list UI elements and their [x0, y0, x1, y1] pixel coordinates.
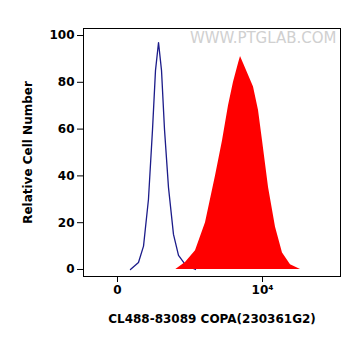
svg-text:40: 40: [58, 169, 75, 183]
svg-text:80: 80: [58, 75, 75, 89]
svg-text:Relative Cell Number: Relative Cell Number: [21, 81, 35, 224]
svg-text:0: 0: [66, 262, 74, 276]
svg-text:WWW.PTGLAB.COM: WWW.PTGLAB.COM: [190, 29, 337, 47]
svg-text:10⁴: 10⁴: [252, 283, 274, 297]
svg-text:0: 0: [113, 283, 121, 297]
svg-text:20: 20: [58, 216, 75, 230]
svg-text:CL488-83089 COPA(230361G2): CL488-83089 COPA(230361G2): [108, 312, 316, 326]
svg-text:100: 100: [49, 28, 74, 42]
svg-text:60: 60: [58, 122, 75, 136]
